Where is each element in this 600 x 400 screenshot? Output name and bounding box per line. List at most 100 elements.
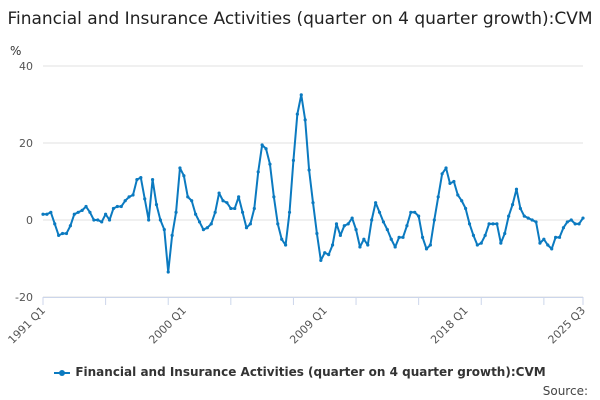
data-point [244, 226, 249, 230]
data-point [565, 220, 569, 224]
data-point [311, 201, 315, 205]
data-point [217, 191, 221, 195]
data-point [370, 218, 374, 222]
data-point [287, 210, 292, 214]
data-point [123, 199, 127, 203]
data-point [554, 235, 558, 239]
data-point [534, 220, 538, 224]
data-point [366, 243, 370, 247]
data-point [330, 243, 335, 247]
data-point [471, 233, 476, 237]
data-point [401, 235, 405, 239]
data-point [49, 210, 53, 214]
data-point [284, 243, 288, 247]
x-tick-label: 2025 Q3 [546, 304, 589, 347]
data-point [225, 201, 229, 205]
data-point [456, 193, 460, 197]
data-point [131, 193, 135, 197]
data-point [581, 216, 585, 220]
data-point [538, 241, 542, 245]
data-point [76, 210, 80, 214]
data-point [405, 224, 409, 228]
data-point [362, 237, 366, 241]
legend[interactable]: Financial and Insurance Activities (quar… [0, 365, 600, 379]
data-point [354, 228, 358, 232]
data-point [550, 247, 554, 251]
data-point [518, 206, 522, 211]
data-point [209, 222, 213, 226]
data-point [440, 172, 444, 176]
data-point [252, 206, 256, 211]
data-point [127, 195, 131, 199]
data-point [280, 237, 284, 241]
data-point [338, 233, 342, 237]
data-point [60, 231, 65, 236]
data-point [503, 231, 507, 236]
data-point [201, 228, 206, 232]
data-point [420, 235, 425, 239]
x-tick-label: 2000 Q1 [146, 304, 189, 347]
data-point [240, 210, 245, 214]
data-point [319, 258, 323, 263]
data-point [135, 177, 139, 182]
data-point [428, 243, 432, 247]
legend-label: Financial and Insurance Activities (quar… [75, 365, 546, 379]
data-point [507, 214, 511, 218]
data-point [276, 222, 280, 226]
data-point [569, 218, 573, 222]
data-point [385, 228, 389, 232]
data-point [499, 241, 503, 245]
data-point [303, 118, 307, 122]
data-point [88, 210, 92, 214]
data-point [96, 218, 100, 222]
data-point [256, 170, 260, 174]
data-point [546, 243, 550, 247]
source-label: Source: [542, 384, 588, 398]
data-point [397, 235, 401, 239]
data-point [577, 222, 581, 226]
data-point [213, 210, 217, 214]
data-point [174, 210, 178, 214]
data-point [194, 212, 198, 216]
data-point [154, 203, 159, 207]
data-point [464, 206, 468, 211]
data-point [530, 218, 534, 222]
data-point [221, 199, 225, 203]
data-point [178, 166, 182, 170]
data-point [393, 245, 397, 249]
data-point [260, 143, 264, 147]
data-point [522, 214, 526, 218]
x-tick-label: 2018 Q1 [428, 304, 471, 347]
data-point [557, 235, 562, 239]
data-point [514, 187, 519, 191]
series-line [43, 93, 584, 273]
data-point [45, 212, 49, 216]
data-point [64, 231, 69, 236]
data-point [205, 226, 209, 230]
x-tick-label: 2009 Q1 [287, 304, 330, 347]
data-point [495, 222, 499, 226]
data-point [334, 222, 339, 226]
data-point [233, 206, 237, 211]
data-point [147, 218, 151, 222]
x-tick-label: 1991 Q1 [6, 304, 49, 347]
data-point [299, 93, 303, 97]
data-point [53, 222, 57, 226]
data-point [381, 220, 386, 224]
data-point [248, 222, 252, 226]
data-point [111, 206, 116, 211]
data-point [483, 233, 487, 237]
data-point [491, 222, 495, 226]
data-point [150, 177, 155, 182]
data-point [57, 233, 61, 237]
y-tick-label: 20 [19, 137, 33, 150]
data-point [272, 195, 276, 199]
data-point [186, 195, 190, 199]
data-point [327, 253, 331, 257]
data-point [323, 251, 327, 255]
data-point [264, 147, 268, 151]
data-point [92, 218, 96, 222]
data-point [237, 195, 241, 199]
data-point [182, 174, 186, 178]
